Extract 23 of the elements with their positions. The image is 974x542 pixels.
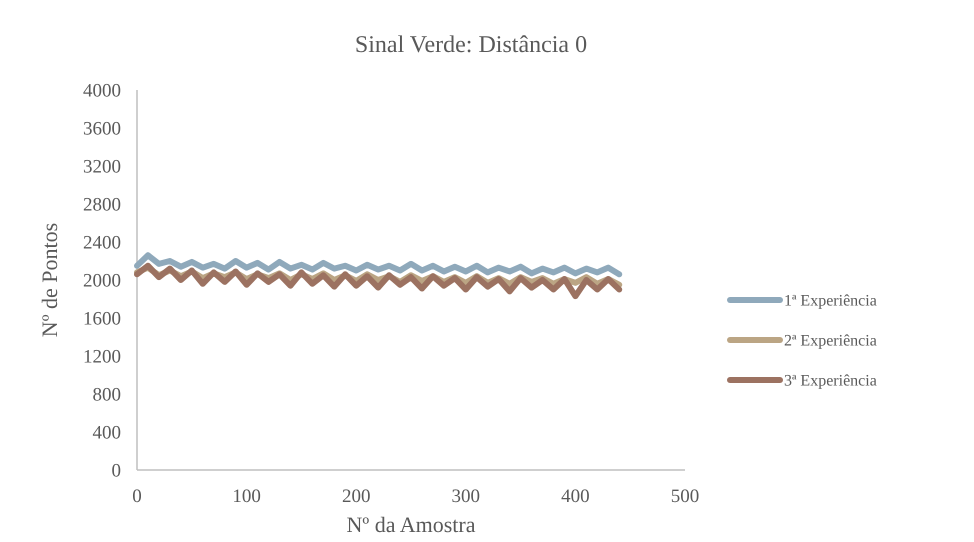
y-tick-label: 800 bbox=[92, 384, 121, 406]
x-tick-label: 0 bbox=[132, 486, 142, 507]
x-tick-label: 100 bbox=[232, 486, 261, 507]
y-axis-title: Nº de Pontos bbox=[37, 222, 62, 338]
y-tick-label: 2800 bbox=[83, 194, 121, 216]
x-tick-label: 400 bbox=[561, 486, 590, 507]
x-tick-label: 500 bbox=[670, 486, 700, 507]
y-tick-label: 1600 bbox=[83, 308, 121, 330]
legend-label: 3ª Experiência bbox=[784, 372, 877, 390]
y-tick-label: 2400 bbox=[83, 232, 121, 254]
x-axis-title: Nº da Amostra bbox=[346, 512, 476, 537]
y-tick-label: 3200 bbox=[83, 156, 121, 178]
chart-title: Sinal Verde: Distância 0 bbox=[354, 32, 588, 58]
y-tick-label: 400 bbox=[92, 422, 121, 444]
y-tick-label: 3600 bbox=[83, 118, 121, 140]
x-tick-label: 300 bbox=[452, 486, 480, 507]
legend-label: 1ª Experiência bbox=[784, 292, 877, 310]
y-tick-label: 1200 bbox=[83, 346, 121, 368]
y-tick-label: 2000 bbox=[83, 270, 121, 292]
y-tick-label: 0 bbox=[112, 460, 121, 482]
legend-label: 2ª Experiência bbox=[784, 332, 877, 350]
y-tick-label: 4000 bbox=[83, 80, 121, 102]
x-tick-label: 200 bbox=[342, 486, 370, 507]
